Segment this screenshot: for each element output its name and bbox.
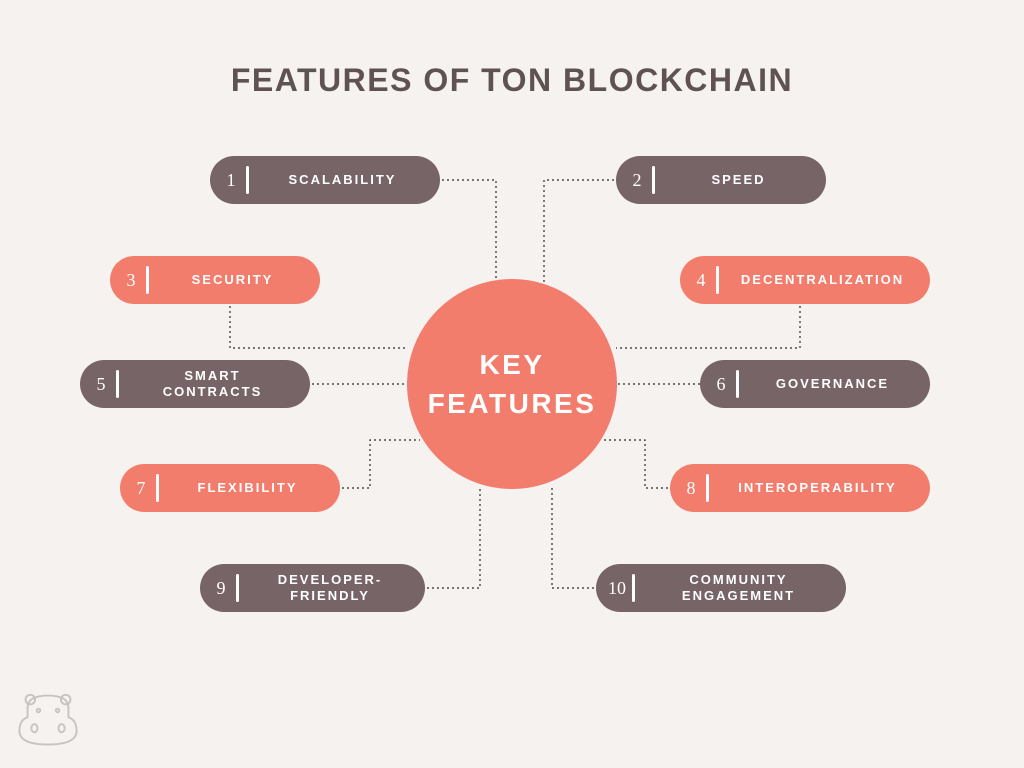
pill-divider bbox=[116, 370, 119, 398]
pill-divider bbox=[632, 574, 635, 602]
pill-divider bbox=[706, 474, 709, 502]
feature-label: DECENTRALIZATION bbox=[723, 272, 930, 288]
feature-label: DEVELOPER- FRIENDLY bbox=[243, 572, 425, 603]
feature-pill-3: 3 SECURITY bbox=[110, 256, 320, 304]
pill-divider bbox=[736, 370, 739, 398]
feature-pill-5: 5 SMART CONTRACTS bbox=[80, 360, 310, 408]
feature-number: 6 bbox=[700, 374, 736, 395]
pill-divider bbox=[236, 574, 239, 602]
pill-divider bbox=[716, 266, 719, 294]
feature-label: SECURITY bbox=[153, 272, 320, 288]
pill-divider bbox=[156, 474, 159, 502]
feature-number: 4 bbox=[680, 270, 716, 291]
feature-pill-9: 9 DEVELOPER- FRIENDLY bbox=[200, 564, 425, 612]
feature-label: COMMUNITY ENGAGEMENT bbox=[639, 572, 846, 603]
feature-pill-8: 8 INTEROPERABILITY bbox=[670, 464, 930, 512]
feature-number: 1 bbox=[210, 170, 246, 191]
feature-label: SPEED bbox=[659, 172, 826, 188]
feature-number: 5 bbox=[80, 374, 116, 395]
feature-pill-1: 1 SCALABILITY bbox=[210, 156, 440, 204]
feature-label: SMART CONTRACTS bbox=[123, 368, 310, 399]
feature-number: 9 bbox=[200, 578, 236, 599]
hippo-logo-icon bbox=[14, 686, 82, 754]
feature-number: 8 bbox=[670, 478, 706, 499]
center-hub: KEY FEATURES bbox=[407, 279, 617, 489]
feature-number: 2 bbox=[616, 170, 652, 191]
feature-number: 7 bbox=[120, 478, 156, 499]
center-line1: KEY bbox=[479, 345, 544, 384]
feature-pill-2: 2 SPEED bbox=[616, 156, 826, 204]
feature-pill-4: 4 DECENTRALIZATION bbox=[680, 256, 930, 304]
feature-number: 3 bbox=[110, 270, 146, 291]
pill-divider bbox=[146, 266, 149, 294]
feature-pill-6: 6 GOVERNANCE bbox=[700, 360, 930, 408]
center-line2: FEATURES bbox=[428, 384, 597, 423]
feature-label: GOVERNANCE bbox=[743, 376, 930, 392]
feature-pill-7: 7 FLEXIBILITY bbox=[120, 464, 340, 512]
pill-divider bbox=[652, 166, 655, 194]
feature-number: 10 bbox=[596, 578, 632, 599]
feature-pill-10: 10 COMMUNITY ENGAGEMENT bbox=[596, 564, 846, 612]
page-title: FEATURES OF TON BLOCKCHAIN bbox=[0, 62, 1024, 99]
feature-label: FLEXIBILITY bbox=[163, 480, 340, 496]
pill-divider bbox=[246, 166, 249, 194]
feature-label: SCALABILITY bbox=[253, 172, 440, 188]
feature-label: INTEROPERABILITY bbox=[713, 480, 930, 496]
